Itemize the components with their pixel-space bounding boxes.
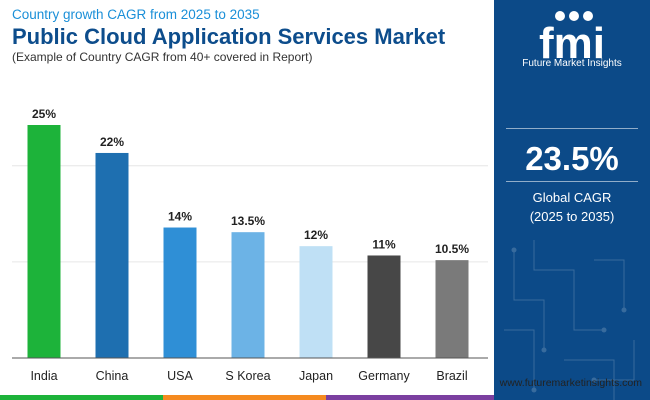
data-label: 25% <box>32 107 56 121</box>
bar-s-korea <box>231 232 265 358</box>
chart-note: (Example of Country CAGR from 40+ covere… <box>12 50 313 64</box>
logo-letters: fmi <box>539 19 605 68</box>
data-label: 22% <box>100 135 124 149</box>
footer-stripe-orange <box>163 395 326 400</box>
x-tick-label: India <box>30 369 57 383</box>
circuit-pattern-icon <box>504 240 635 400</box>
bar-usa <box>163 227 197 358</box>
chart-header: Country growth CAGR from 2025 to 2035 Pu… <box>12 6 492 65</box>
bar-china <box>95 152 129 358</box>
data-label: 13.5% <box>231 214 265 228</box>
data-label: 10.5% <box>435 242 469 256</box>
globe-icons <box>555 11 593 21</box>
brand-sidebar: fmi Future Market Insights 23.5% Global … <box>494 0 650 400</box>
divider-top <box>506 128 638 129</box>
chart-title: Public Cloud Application Services Market <box>12 24 446 49</box>
brand-name: Future Market Insights <box>522 58 622 69</box>
x-tick-label: USA <box>167 369 193 383</box>
x-tick-label: Japan <box>299 369 333 383</box>
fmi-logo: fmi <box>539 11 605 68</box>
divider-middle <box>506 181 638 182</box>
footer-stripe-purple <box>326 395 494 400</box>
footer-stripe-green <box>0 395 163 400</box>
bar-brazil <box>435 260 469 358</box>
chart-subtitle: Country growth CAGR from 2025 to 2035 <box>12 7 260 22</box>
x-tick-label: S Korea <box>225 369 270 383</box>
bar-chart: 25% India 22% China 14% USA 13.5% S Korea 12% Jap… <box>12 107 488 383</box>
global-cagr-period: (2025 to 2035) <box>529 209 615 224</box>
data-label: 14% <box>168 210 192 224</box>
x-tick-label: Germany <box>358 369 410 383</box>
bar-japan <box>299 246 333 358</box>
global-cagr-label: Global CAGR (2025 to 2035) <box>494 188 650 226</box>
data-label: 11% <box>372 237 396 251</box>
bar-germany <box>367 255 401 358</box>
x-tick-label: China <box>96 369 129 383</box>
x-tick-label: Brazil <box>436 369 467 383</box>
global-cagr-value: 23.5% <box>525 140 619 177</box>
data-label: 12% <box>304 228 328 242</box>
global-cagr-title: Global CAGR <box>532 190 612 205</box>
bar-india <box>27 125 61 358</box>
website-link[interactable]: www.futuremarketinsights.com <box>499 377 642 389</box>
